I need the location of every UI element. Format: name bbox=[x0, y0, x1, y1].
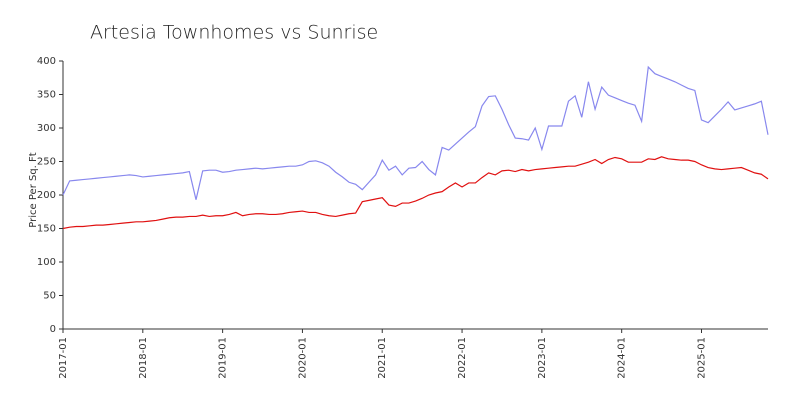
line-series bbox=[62, 65, 769, 200]
y-axis-label: Price Per Sq. Ft bbox=[28, 152, 39, 227]
y-tick-label: 250 bbox=[37, 157, 56, 168]
y-tick-label: 0 bbox=[50, 324, 56, 335]
x-tick-label: 2021-01 bbox=[377, 337, 388, 379]
x-tick-label: 2023-01 bbox=[537, 337, 548, 379]
x-tick-label: 2024-01 bbox=[617, 337, 628, 379]
chart-title: Artesia Townhomes vs Sunrise bbox=[90, 22, 378, 44]
y-tick-label: 300 bbox=[37, 123, 56, 134]
x-tick-label: 2018-01 bbox=[138, 337, 149, 379]
y-tick-label: 100 bbox=[37, 257, 56, 268]
y-tick-label: 50 bbox=[43, 291, 56, 302]
y-tick-label: 200 bbox=[37, 190, 56, 201]
line-series bbox=[62, 156, 769, 230]
x-tick-label: 2022-01 bbox=[457, 337, 468, 379]
y-tick-label: 150 bbox=[37, 224, 56, 235]
x-tick-label: 2017-01 bbox=[58, 337, 69, 379]
x-tick-label: 2019-01 bbox=[218, 337, 229, 379]
y-tick-label: 400 bbox=[37, 56, 56, 67]
x-tick-label: 2025-01 bbox=[696, 337, 707, 379]
x-tick-label: 2020-01 bbox=[297, 337, 308, 379]
y-tick-label: 350 bbox=[37, 90, 56, 101]
